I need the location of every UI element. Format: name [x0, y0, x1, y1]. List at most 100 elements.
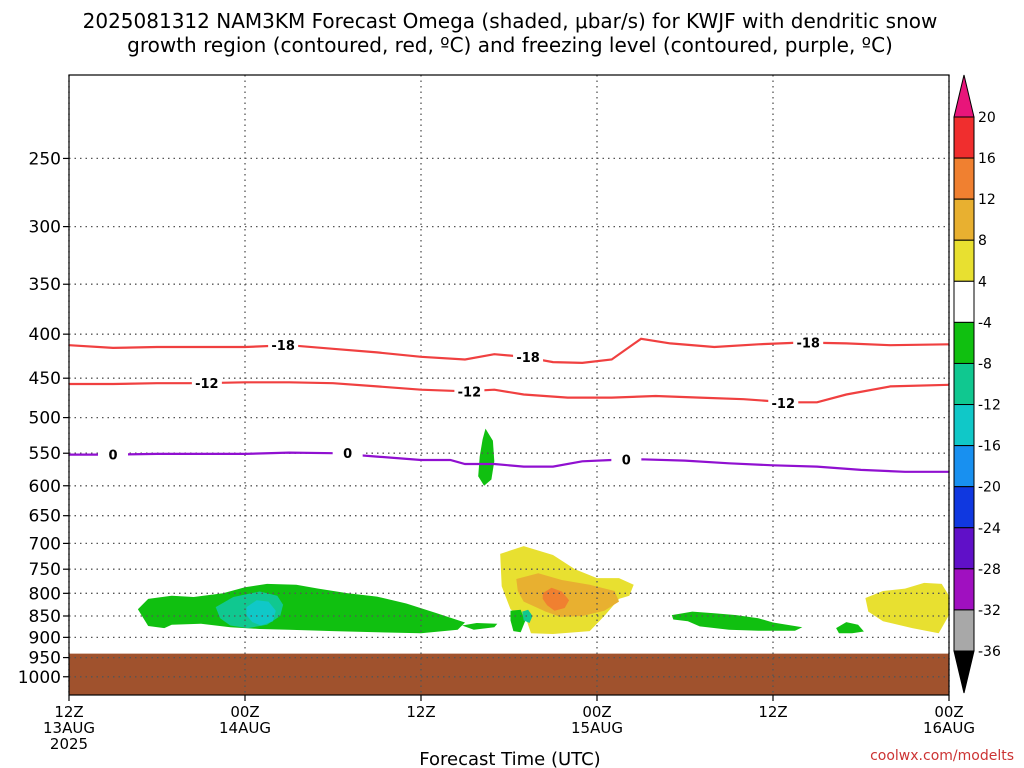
colorbar-tick-label: 4	[978, 274, 987, 290]
omega-region-negative-4-8-b	[671, 611, 803, 631]
x-tick-label: 13AUG	[43, 719, 95, 737]
dendritic-contour-1-label-bg	[513, 348, 544, 365]
colorbar: 20 16 12 8 4 -4 -8 -12 -16 -20 -24 -28 -32 -36	[953, 74, 1001, 694]
y-tick-label: 950	[29, 649, 61, 669]
freezing-level-contour-label: 0	[622, 453, 631, 468]
freezing-level-contour-label-bg	[98, 446, 128, 463]
omega-region-small-green	[478, 428, 495, 486]
colorbar-tick-label: -36	[978, 644, 1001, 660]
dendritic-contour-1-label: -18	[516, 351, 540, 366]
y-tick-label: 400	[29, 325, 61, 345]
dendritic-contour-2-label: -12	[772, 397, 796, 412]
y-tick-label: 600	[29, 477, 61, 497]
colorbar-tick-label: 20	[978, 110, 996, 126]
colorbar-cell	[953, 239, 975, 282]
dendritic-contour-1-label-bg	[268, 337, 299, 354]
colorbar-cell	[953, 568, 975, 611]
y-tick-label: 900	[29, 628, 61, 648]
chart-title-line-1: 2025081312 NAM3KM Forecast Omega (shaded…	[83, 9, 938, 33]
colorbar-tick-label: -4	[978, 315, 992, 331]
temperature-contours: -18 -18 -18 -12 -12 -12 0 0 0	[68, 334, 950, 473]
colorbar-cell	[953, 116, 975, 159]
y-tick-label: 250	[29, 149, 61, 169]
dendritic-contour-2-label-bg	[454, 383, 485, 400]
colorbar-cell	[953, 280, 975, 323]
x-tick-label: 16AUG	[923, 719, 975, 737]
x-tick-label: 2025	[50, 735, 88, 753]
dendritic-contour-1-label-bg	[793, 334, 824, 351]
colorbar-cell	[953, 198, 975, 241]
omega-region-negative-4-8	[137, 583, 465, 634]
y-tick-label: 700	[29, 534, 61, 554]
y-tick-label: 350	[29, 275, 61, 295]
colorbar-cell	[953, 404, 975, 447]
y-tick-label: 750	[29, 560, 61, 580]
freezing-level-contour-label-bg	[332, 445, 363, 462]
colorbar-cell	[953, 157, 975, 200]
omega-region-positive-4-8-b	[865, 582, 949, 634]
omega-region-small-teal	[522, 609, 533, 623]
colorbar-tick-label: -28	[978, 562, 1001, 578]
dendritic-contour-2	[69, 381, 950, 404]
colorbar-tick-label: -32	[978, 603, 1001, 619]
x-tick-label: 00Z	[934, 703, 963, 721]
y-tick-label: 550	[29, 444, 61, 464]
colorbar-cell	[953, 486, 975, 529]
y-axis-pressure: 2503003504004505005506006507007508008509…	[18, 149, 69, 688]
colorbar-tick-label: -8	[978, 356, 992, 372]
colorbar-cell	[953, 609, 975, 652]
dendritic-contour-2-label-bg	[768, 395, 799, 412]
colorbar-arrow-top	[953, 74, 975, 118]
y-tick-label: 650	[29, 507, 61, 527]
omega-region-small-green-c	[462, 623, 498, 630]
dendritic-contour-1-label: -18	[271, 339, 295, 354]
x-tick-label: 00Z	[230, 703, 259, 721]
colorbar-tick-label: 8	[978, 233, 987, 249]
freezing-level-contour-label-bg	[611, 451, 642, 468]
terrain-fill	[69, 653, 949, 695]
dendritic-contour-2-label-bg	[191, 375, 222, 392]
colorbar-arrow-bottom	[953, 650, 975, 694]
colorbar-tick-label: 16	[978, 151, 996, 167]
chart-title: 2025081312 NAM3KM Forecast Omega (shaded…	[83, 9, 938, 57]
omega-shading	[137, 428, 949, 634]
x-tick-label: 12Z	[758, 703, 787, 721]
omega-region-negative-12-16	[246, 600, 276, 626]
colorbar-tick-label: 12	[978, 192, 996, 208]
omega-region-positive-8-12	[516, 573, 619, 617]
colorbar-tick-label: -12	[978, 398, 1001, 414]
colorbar-cell	[953, 527, 975, 570]
colorbar-tick-label: -24	[978, 521, 1001, 537]
x-axis-label: Forecast Time (UTC)	[419, 749, 600, 768]
freezing-level-contour	[69, 451, 949, 473]
freezing-level-contour-label: 0	[108, 449, 117, 464]
plot-frame	[68, 74, 950, 696]
colorbar-cell	[953, 445, 975, 488]
plot-area: -18 -18 -18 -12 -12 -12 0 0 0	[68, 74, 950, 696]
dendritic-contour-1-label: -18	[796, 336, 820, 351]
omega-region-positive-12-16	[542, 587, 570, 611]
omega-region-small-green-d	[836, 622, 864, 634]
x-tick-label: 12Z	[54, 703, 83, 721]
y-tick-label: 800	[29, 584, 61, 604]
x-tick-label: 15AUG	[571, 719, 623, 737]
freezing-level-contour-label: 0	[343, 447, 352, 462]
y-tick-label: 850	[29, 607, 61, 627]
x-tick-label: 00Z	[582, 703, 611, 721]
dotted-grid	[68, 75, 950, 695]
y-tick-label: 1000	[18, 668, 61, 688]
x-tick-label: 12Z	[406, 703, 435, 721]
chart-title-line-2: growth region (contoured, red, ºC) and f…	[127, 33, 893, 57]
y-tick-label: 300	[29, 218, 61, 238]
terrain-rect	[69, 653, 949, 695]
dendritic-contour-2-label: -12	[195, 377, 219, 392]
colorbar-cell	[953, 321, 975, 364]
colorbar-tick-label: -20	[978, 480, 1001, 496]
colorbar-tick-label: -16	[978, 439, 1001, 455]
y-tick-label: 450	[29, 369, 61, 389]
colorbar-cell	[953, 362, 975, 406]
x-tick-label: 14AUG	[219, 719, 271, 737]
credit-text: coolwx.com/modelts	[870, 748, 1014, 764]
